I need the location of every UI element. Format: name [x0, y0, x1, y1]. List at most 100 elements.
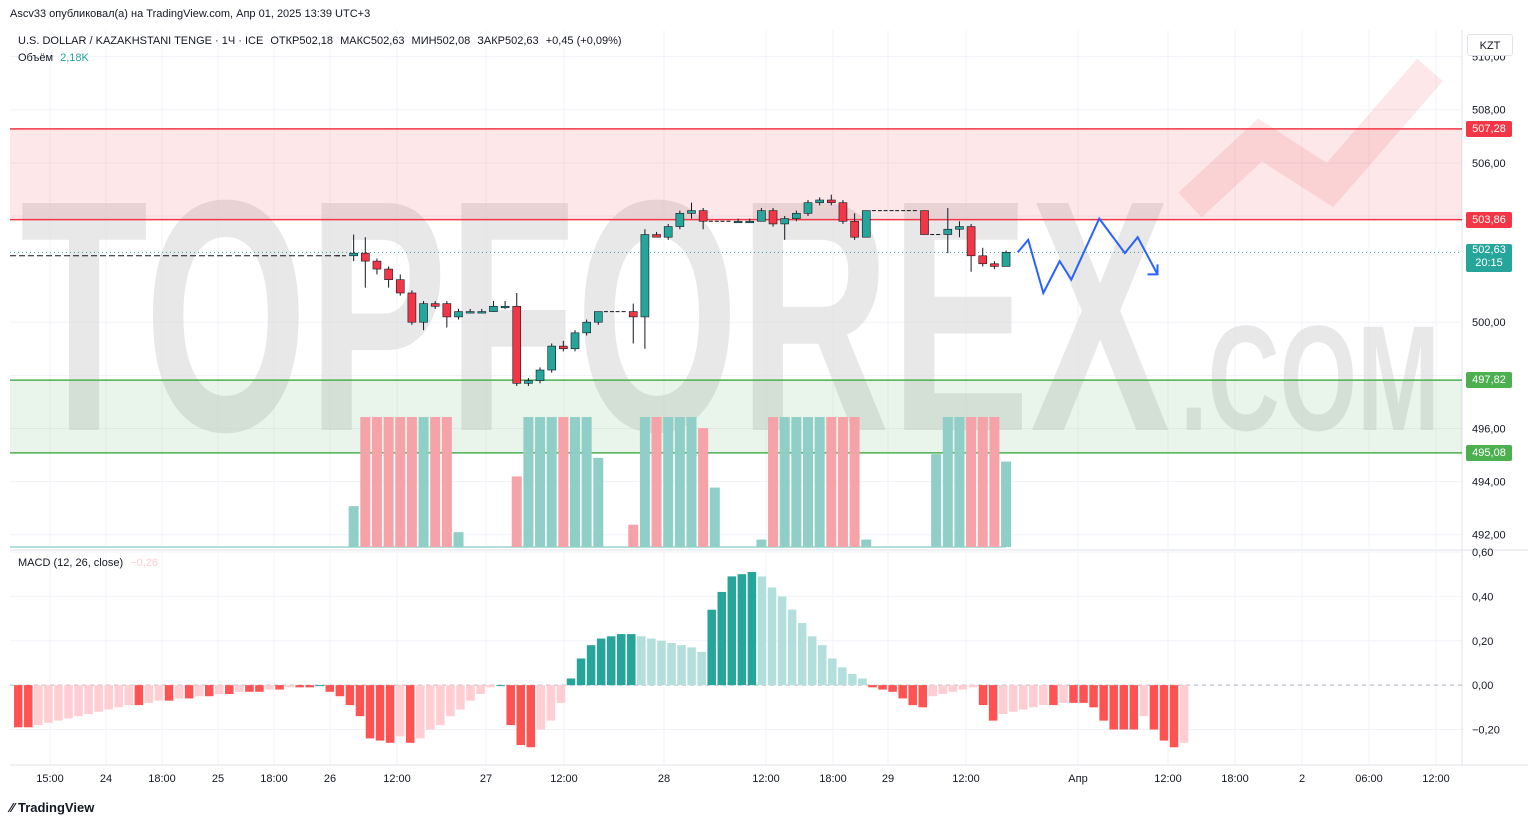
macd-bar — [174, 685, 184, 699]
candle-body — [978, 255, 988, 265]
candle-body — [955, 226, 964, 230]
candle-body — [815, 199, 824, 203]
time-tick-label: 18:00 — [1221, 773, 1249, 785]
candle-body — [990, 263, 999, 267]
time-tick-label: 12:00 — [550, 773, 578, 785]
volume-value: 2,18K — [60, 52, 89, 64]
macd-bar — [64, 685, 73, 719]
macd-bar — [818, 645, 827, 686]
macd-label[interactable]: MACD (12, 26, close) — [18, 557, 124, 569]
macd-bar — [1179, 685, 1189, 743]
macd-bar — [586, 645, 596, 686]
candle-body — [430, 303, 440, 307]
macd-bar — [1019, 685, 1028, 710]
candle-body — [966, 226, 976, 257]
macd-bar — [1109, 685, 1118, 730]
macd-bar — [928, 685, 938, 697]
candle-body — [838, 202, 848, 222]
macd-bar — [948, 685, 958, 692]
macd-tick-label: 0,60 — [1472, 547, 1493, 559]
candle-body — [768, 210, 778, 225]
price-tick-label: 496,00 — [1472, 423, 1506, 435]
volume-bar — [430, 417, 441, 547]
macd-bar — [215, 685, 224, 694]
macd-bar — [898, 685, 907, 699]
time-tick-label: 12:00 — [952, 773, 980, 785]
volume-bar — [686, 417, 697, 547]
volume-bar — [383, 417, 394, 547]
volume-bar — [826, 417, 837, 547]
macd-bar — [617, 634, 626, 686]
macd-bar — [978, 685, 988, 706]
candle-body — [861, 210, 871, 238]
macd-bar — [667, 642, 676, 686]
candle-body — [465, 311, 475, 314]
macd-bar — [104, 685, 113, 710]
macd-bar — [486, 685, 495, 688]
time-tick-label: 15:00 — [36, 773, 64, 785]
volume-label[interactable]: Объём — [18, 52, 54, 64]
macd-bar — [998, 685, 1008, 714]
candle-body — [745, 220, 755, 224]
macd-bar — [787, 609, 797, 686]
candle-body — [675, 212, 685, 227]
macd-bar — [697, 651, 706, 686]
macd-bar — [84, 685, 93, 714]
legend-close: ЗАКР502,63 — [477, 35, 539, 47]
volume-bar — [511, 476, 522, 547]
macd-bar — [1069, 685, 1078, 703]
candle-body — [1001, 252, 1011, 267]
volume-bar — [779, 417, 790, 547]
macd-bar — [24, 685, 33, 728]
macd-bar — [1159, 685, 1169, 741]
time-tick-label: 25 — [212, 773, 224, 785]
macd-bar — [1139, 685, 1149, 717]
symbol-name[interactable]: U.S. DOLLAR / KAZAKHSTANI TENGE · 1Ч · I… — [18, 35, 264, 47]
macd-bar — [275, 685, 284, 690]
price-tick-label: 508,00 — [1472, 105, 1506, 117]
macd-bar — [1008, 685, 1018, 712]
macd-bar — [194, 685, 204, 697]
volume-bar — [791, 417, 802, 547]
macd-bar — [225, 685, 234, 694]
macd-bar — [727, 576, 737, 686]
macd-bar — [848, 674, 857, 686]
macd-bar — [355, 685, 365, 717]
macd-bar — [1129, 685, 1139, 730]
candle-body — [419, 303, 428, 323]
currency-button[interactable]: KZT — [1467, 34, 1513, 56]
macd-bar — [124, 685, 134, 706]
macd-bar — [1079, 685, 1088, 703]
volume-bar — [628, 524, 639, 547]
candle-body — [524, 380, 533, 384]
candle-body — [512, 305, 522, 384]
macd-bar — [777, 596, 787, 686]
candle-body — [850, 220, 859, 238]
macd-bar — [838, 667, 847, 686]
watermark-arrow-icon — [1178, 58, 1443, 218]
time-tick-label: 12:00 — [752, 773, 780, 785]
macd-legend: MACD (12, 26, close) −0,26 — [18, 557, 162, 569]
volume-bar — [348, 506, 359, 547]
volume-bar — [768, 417, 779, 547]
volume-bar — [977, 417, 988, 547]
macd-bar — [265, 685, 274, 690]
volume-bar — [849, 417, 860, 547]
price-badge: 495,08 — [1466, 444, 1512, 461]
macd-bar — [1099, 685, 1108, 721]
macd-bar — [908, 685, 917, 706]
macd-bar — [687, 647, 696, 686]
price-badge: 507,28 — [1466, 120, 1512, 137]
volume-bars — [10, 417, 1012, 548]
time-tick-label: 2 — [1299, 773, 1305, 785]
volume-bar — [395, 417, 406, 547]
macd-bar — [506, 685, 515, 726]
candle-body — [652, 234, 661, 238]
volume-bar — [523, 417, 534, 547]
tradingview-footer[interactable]: ⁄⁄ TradingView — [10, 800, 94, 815]
price-badge: 497,82 — [1466, 372, 1512, 389]
macd-bar — [14, 685, 23, 728]
volume-bar — [546, 417, 557, 547]
macd-histogram — [10, 571, 1462, 748]
